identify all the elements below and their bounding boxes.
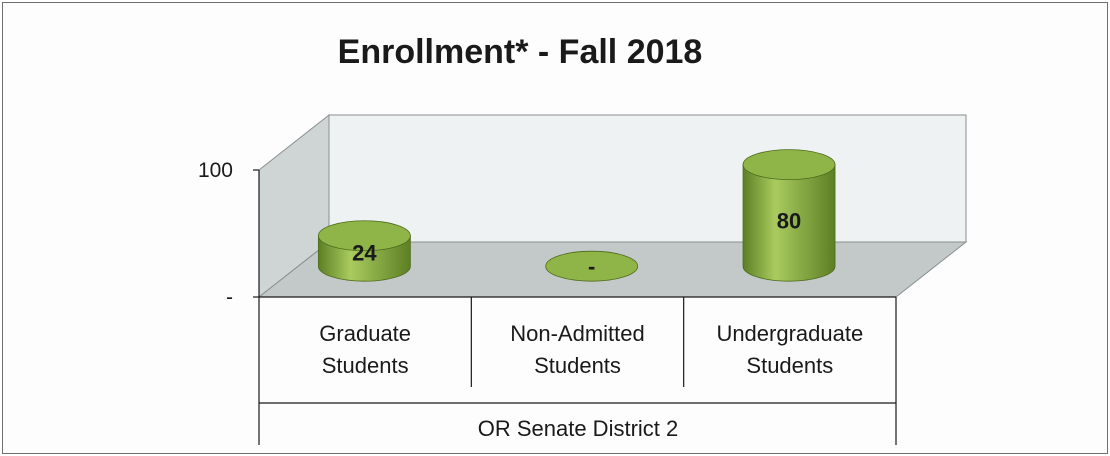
data-label: - xyxy=(588,254,595,279)
data-label: 24 xyxy=(352,240,377,265)
category-labels: Graduate Students Non-Admitted Students Unde… xyxy=(319,321,863,378)
bar-body xyxy=(742,164,836,282)
category-label: Students xyxy=(534,353,621,378)
y-axis-ticks: - 100 xyxy=(198,159,259,309)
y-tick-label: 100 xyxy=(198,159,233,182)
bar-top xyxy=(545,250,639,282)
data-label: 80 xyxy=(777,208,801,233)
bar: 24 xyxy=(317,220,411,282)
chart-title: Enrollment* - Fall 2018 xyxy=(338,33,703,71)
y-tick-label: - xyxy=(226,286,233,309)
group-label: OR Senate District 2 xyxy=(478,416,679,441)
back-wall xyxy=(328,114,967,243)
bar-top xyxy=(317,220,411,252)
category-label: Non-Admitted xyxy=(510,321,645,346)
bar-top xyxy=(742,149,836,181)
category-label: Undergraduate xyxy=(716,321,863,346)
bar: - xyxy=(545,250,639,282)
category-label: Graduate xyxy=(319,321,411,346)
axis-lines xyxy=(258,170,897,445)
chart-canvas: Enrollment* - Fall 2018 - 100 24 - 80 Gradu… xyxy=(198,33,968,445)
bar: 80 xyxy=(742,149,836,282)
category-label: Students xyxy=(746,353,833,378)
bars: 24 - 80 xyxy=(317,149,836,282)
category-label: Students xyxy=(322,353,409,378)
